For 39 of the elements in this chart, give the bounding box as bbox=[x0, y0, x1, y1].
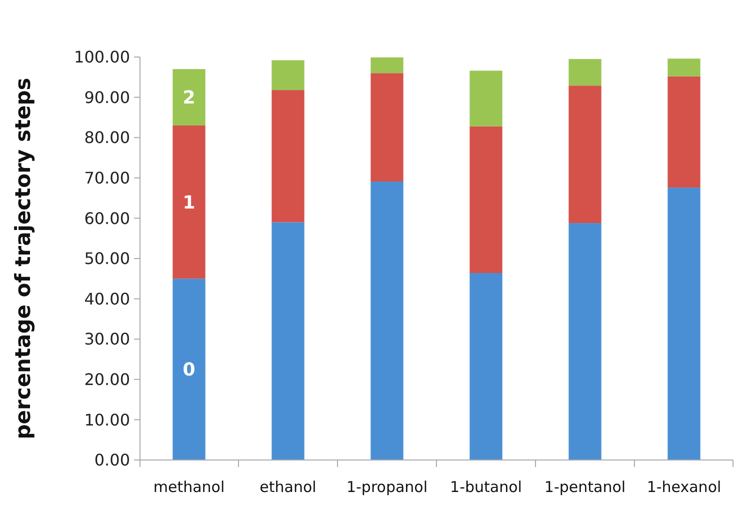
bar bbox=[668, 188, 700, 460]
y-tick-label: 90.00 bbox=[84, 88, 130, 107]
bar bbox=[568, 59, 602, 86]
bar bbox=[668, 76, 700, 188]
x-tick-label: 1-pentanol bbox=[544, 478, 626, 496]
bar bbox=[370, 182, 404, 460]
y-tick-label: 70.00 bbox=[84, 168, 130, 188]
x-tick-label: 1-propanol bbox=[346, 478, 428, 496]
bar bbox=[172, 69, 206, 126]
bar bbox=[272, 60, 304, 90]
y-tick-label: 20.00 bbox=[84, 370, 130, 389]
bar bbox=[272, 90, 304, 222]
bar bbox=[370, 73, 404, 182]
x-tick-label: 1-butanol bbox=[450, 478, 522, 496]
y-tick-label: 80.00 bbox=[84, 128, 130, 148]
y-tick-label: 60.00 bbox=[84, 208, 130, 228]
bar bbox=[272, 222, 304, 460]
y-tick-label: 30.00 bbox=[84, 330, 130, 349]
bar bbox=[370, 57, 404, 74]
x-tick-label: methanol bbox=[153, 478, 225, 496]
y-tick-label: 100.00 bbox=[74, 48, 130, 67]
series-label: 1 bbox=[182, 192, 196, 214]
y-tick-label: 50.00 bbox=[84, 249, 130, 268]
series-label: 2 bbox=[182, 88, 196, 109]
series-label: 0 bbox=[182, 360, 196, 381]
x-tick-label: 1-hexanol bbox=[646, 478, 722, 496]
bar bbox=[172, 126, 206, 279]
y-tick-label: 10.00 bbox=[84, 410, 130, 430]
bar bbox=[568, 86, 602, 224]
bar bbox=[568, 223, 602, 460]
bar bbox=[470, 273, 502, 460]
bar bbox=[172, 278, 206, 460]
y-tick-label: 40.00 bbox=[84, 289, 130, 308]
y-axis-title: percentage of trajectory steps bbox=[11, 78, 35, 440]
y-tick-label: 0.00 bbox=[94, 450, 130, 470]
bar bbox=[668, 58, 700, 76]
bar bbox=[470, 70, 502, 126]
bar bbox=[470, 126, 502, 274]
x-tick-label: ethanol bbox=[260, 478, 316, 496]
